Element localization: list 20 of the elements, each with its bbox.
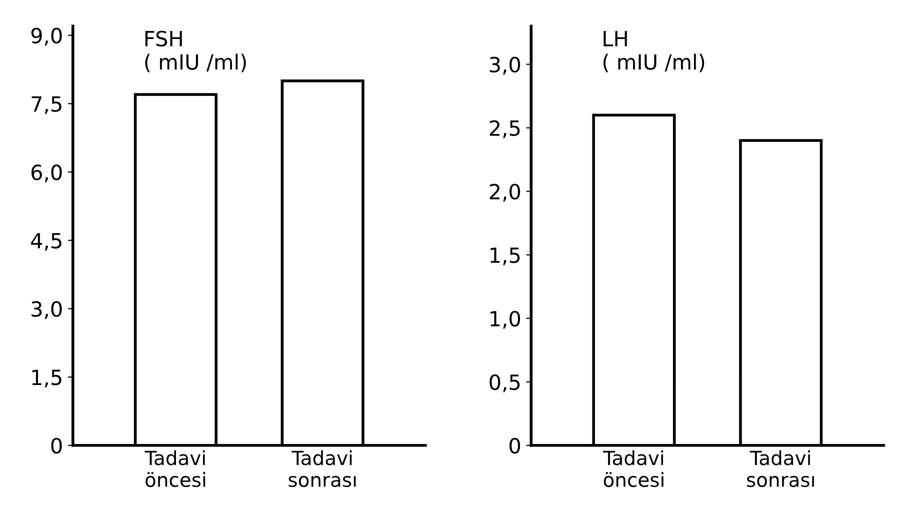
y-tick-label: 7,5	[32, 96, 62, 114]
y-tick-label: 2,0	[490, 184, 520, 202]
y-tick-label: 0	[510, 438, 520, 454]
y-tick-label: 1,0	[490, 310, 520, 329]
x-tick-label: Tadavi öncesi	[144, 450, 206, 488]
text: FSH ( mIU /ml)	[145, 30, 246, 72]
y-tick-label: 0	[51, 438, 62, 454]
x-tick-label: Tadavi sonrası	[288, 450, 356, 488]
y-tick-label: 3,0	[490, 56, 520, 75]
y-tick-label: 4,5	[31, 233, 62, 251]
y-tick-label: 2,5	[490, 120, 520, 138]
y-tick-label: 6,0	[31, 164, 62, 182]
y-tick-label: 0,5	[490, 374, 520, 392]
y-tick-label: 9,0	[31, 28, 62, 46]
x-tick-label: Tadavi sonrası	[747, 450, 814, 488]
text: LH ( mIU /ml)	[603, 31, 704, 72]
y-tick-label: 3,0	[32, 301, 62, 320]
y-tick-label: 1,5	[490, 248, 520, 266]
y-tick-label: 1,5	[32, 370, 62, 388]
x-tick-label: Tadavi öncesi	[603, 450, 664, 488]
